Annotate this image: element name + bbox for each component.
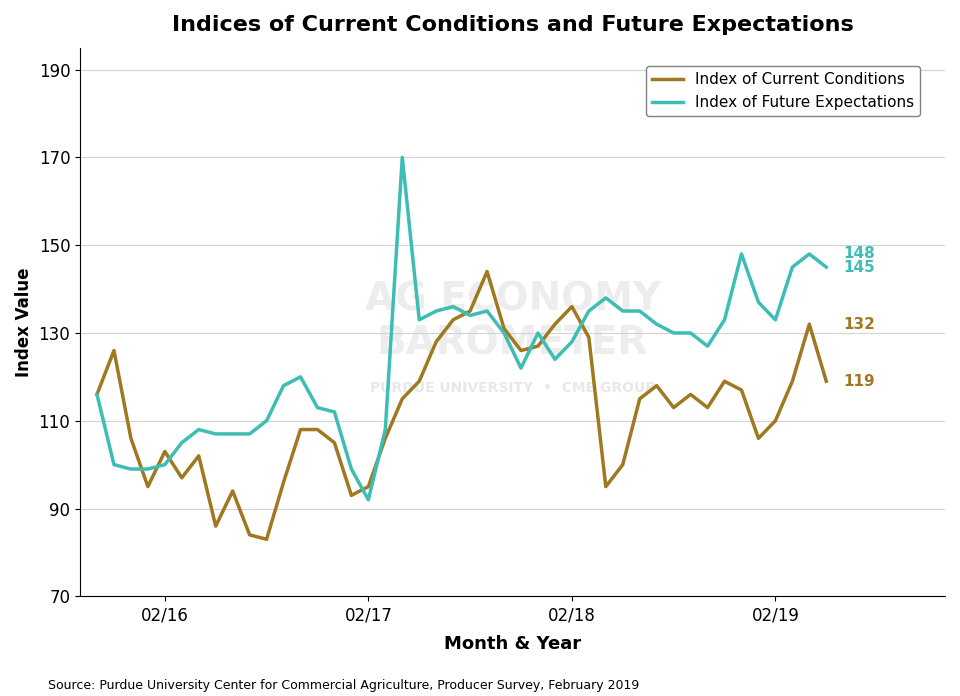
Text: 119: 119 bbox=[843, 374, 875, 389]
Legend: Index of Current Conditions, Index of Future Expectations: Index of Current Conditions, Index of Fu… bbox=[646, 66, 920, 116]
Text: Source: Purdue University Center for Commercial Agriculture, Producer Survey, Fe: Source: Purdue University Center for Com… bbox=[48, 679, 639, 692]
Text: 145: 145 bbox=[843, 260, 875, 275]
Text: 148: 148 bbox=[843, 246, 875, 262]
Title: Indices of Current Conditions and Future Expectations: Indices of Current Conditions and Future… bbox=[172, 15, 853, 35]
Text: AG ECONOMY
BAROMETER: AG ECONOMY BAROMETER bbox=[365, 281, 660, 363]
Text: PURDUE UNIVERSITY  •  CME GROUP: PURDUE UNIVERSITY • CME GROUP bbox=[370, 381, 656, 395]
Text: 132: 132 bbox=[843, 317, 876, 332]
Y-axis label: Index Value: Index Value bbox=[15, 267, 33, 377]
X-axis label: Month & Year: Month & Year bbox=[444, 635, 581, 653]
